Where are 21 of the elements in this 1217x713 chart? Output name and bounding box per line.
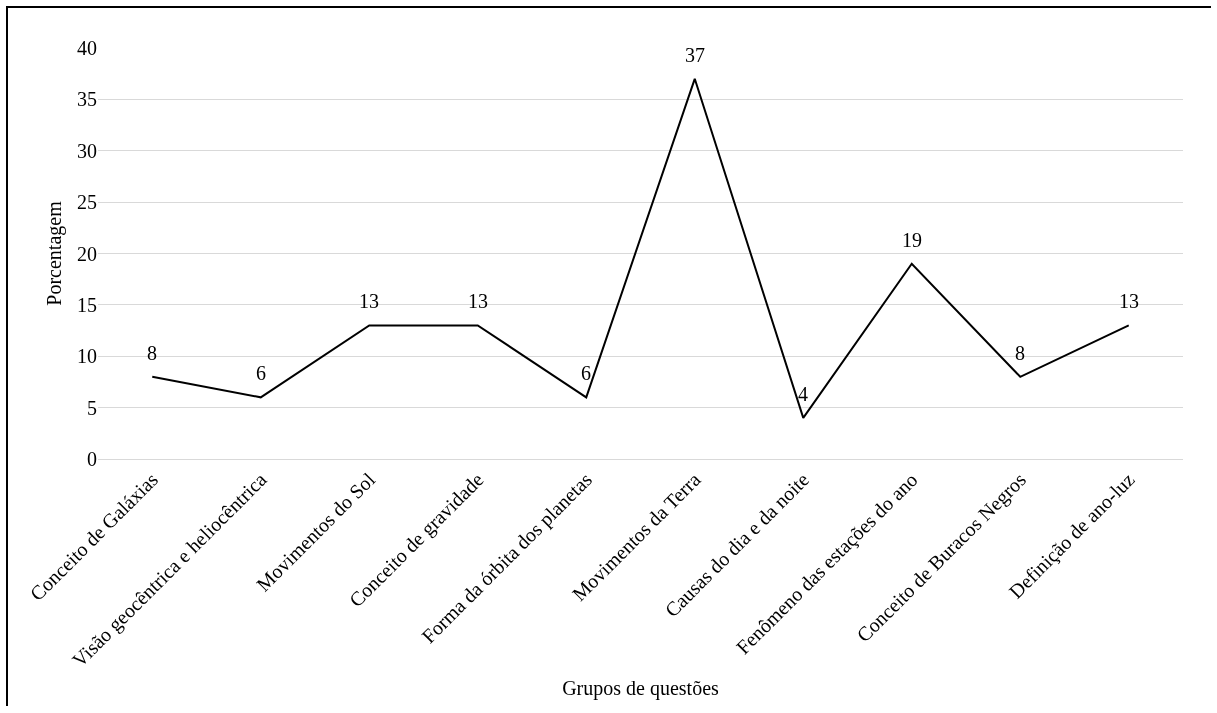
y-axis-title: Porcentagem	[42, 200, 66, 306]
data-label: 19	[902, 229, 922, 251]
data-label: 13	[359, 290, 379, 312]
y-tick-label: 5	[87, 396, 97, 419]
y-tick-label: 25	[77, 191, 97, 214]
y-tick-label: 20	[77, 242, 97, 265]
data-label: 13	[468, 290, 488, 312]
y-tick-label: 30	[77, 139, 97, 162]
y-tick-label: 15	[77, 293, 97, 316]
data-label: 8	[1015, 342, 1025, 364]
y-tick-label: 35	[77, 88, 97, 111]
y-tick-label: 0	[87, 448, 97, 470]
data-label: 4	[798, 383, 808, 405]
y-tick-label: 10	[77, 345, 97, 368]
data-label: 13	[1119, 290, 1139, 312]
x-axis-title: Grupos de questões	[562, 677, 720, 701]
data-label: 6	[256, 362, 266, 384]
data-label: 8	[147, 342, 157, 364]
data-label: 6	[581, 362, 591, 384]
data-label: 37	[685, 44, 705, 66]
y-tick-label: 40	[77, 37, 97, 59]
